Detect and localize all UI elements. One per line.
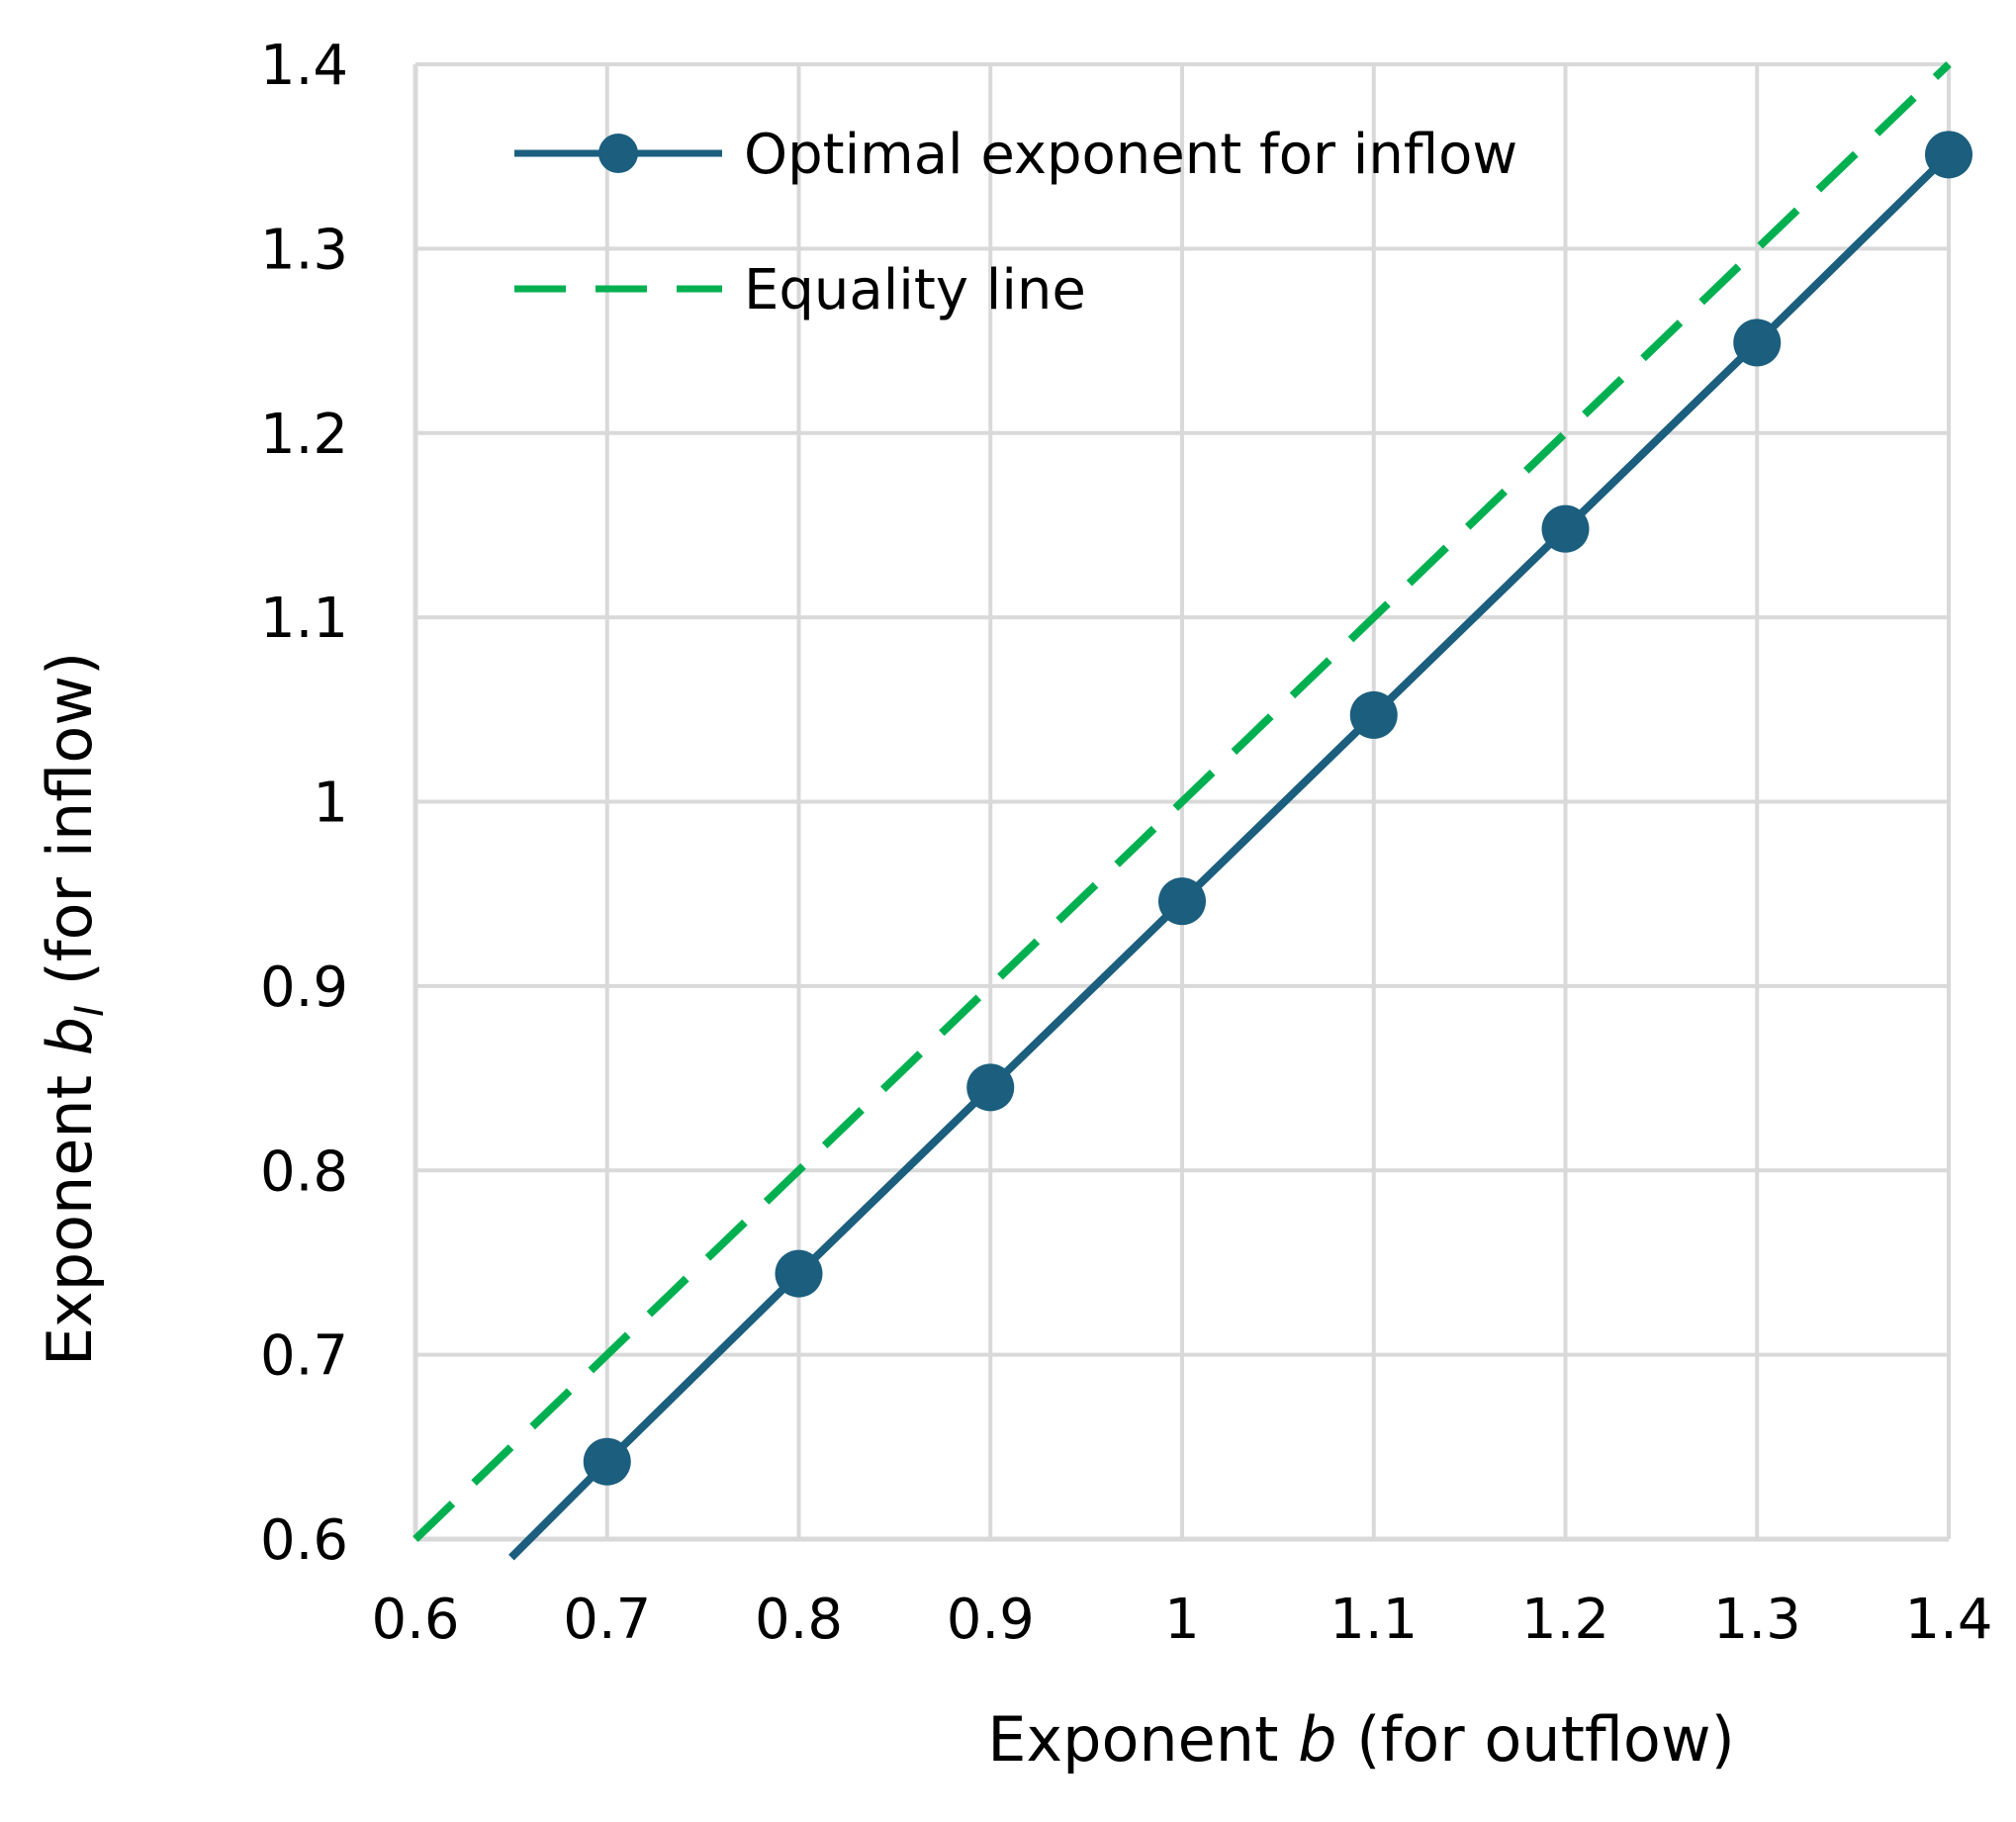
data-point [966, 1063, 1015, 1112]
tick-labels: 0.6 0.7 0.8 0.9 1 1.1 1.2 1.3 1.4 0.6 0.7 0.8 0.9 1 1.… [260, 34, 1993, 1652]
y-tick-label: 1.1 [260, 587, 348, 651]
y-axis-title: Exponent bI (for inflow) [34, 652, 113, 1366]
data-point [1158, 877, 1206, 926]
y-tick-label: 0.6 [260, 1508, 348, 1573]
data-point [1541, 504, 1590, 553]
data-point [1733, 319, 1782, 367]
x-axis-title: Exponent b (for outflow) [987, 1703, 1735, 1776]
legend-label-optimal: Optimal exponent for inflow [744, 123, 1517, 187]
legend: Optimal exponent for inflow Equality lin… [514, 123, 1517, 322]
data-point [775, 1249, 823, 1298]
y-tick-label: 1.4 [260, 34, 348, 98]
y-tick-label: 0.7 [260, 1324, 348, 1389]
data-point [1349, 690, 1398, 739]
x-tick-label: 0.6 [371, 1588, 459, 1652]
legend-marker-optimal [598, 134, 638, 173]
x-tick-label: 0.8 [755, 1588, 843, 1652]
y-tick-label: 1 [313, 772, 348, 836]
axes [412, 64, 1949, 1542]
x-tick-label: 1.1 [1329, 1588, 1418, 1652]
y-tick-label: 0.8 [260, 1139, 348, 1204]
series-layer [412, 61, 1972, 1561]
x-tick-label: 0.7 [563, 1588, 651, 1652]
series-line-0 [508, 151, 1952, 1561]
y-tick-label: 0.9 [260, 956, 348, 1020]
series-line-1 [412, 61, 1952, 1542]
data-point [583, 1437, 631, 1486]
data-point [1925, 131, 1972, 179]
legend-label-equality: Equality line [744, 258, 1086, 322]
x-tick-label: 0.9 [947, 1588, 1035, 1652]
y-tick-label: 1.3 [260, 218, 348, 282]
x-tick-label: 1.3 [1713, 1588, 1801, 1652]
x-tick-label: 1.2 [1521, 1588, 1609, 1652]
x-tick-label: 1.4 [1904, 1588, 1992, 1652]
x-tick-label: 1 [1164, 1588, 1200, 1652]
y-tick-label: 1.2 [260, 403, 348, 467]
